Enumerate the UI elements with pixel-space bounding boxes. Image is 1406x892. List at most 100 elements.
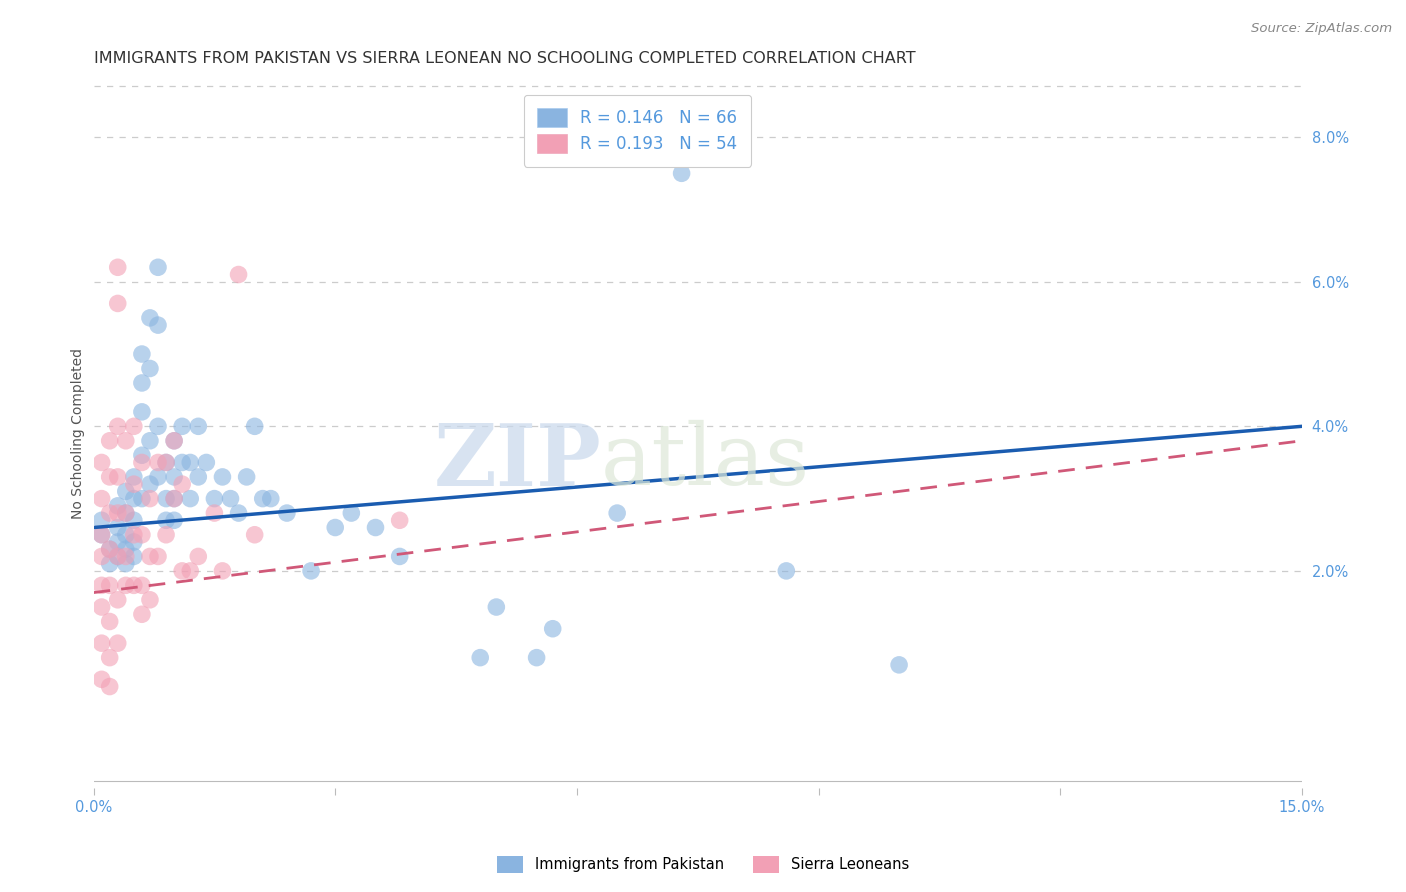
Point — [90, 491, 112, 506]
Point — [139, 361, 162, 376]
Point — [122, 527, 145, 541]
Point — [155, 455, 177, 469]
Point — [202, 491, 225, 506]
Point — [131, 527, 153, 541]
Point — [243, 419, 266, 434]
Point — [146, 260, 169, 275]
Point — [146, 470, 169, 484]
Point — [114, 549, 136, 564]
Point — [98, 506, 121, 520]
Point — [90, 600, 112, 615]
Point — [243, 527, 266, 541]
Point — [122, 535, 145, 549]
Point — [155, 513, 177, 527]
Point — [122, 549, 145, 564]
Point — [131, 405, 153, 419]
Point — [219, 491, 242, 506]
Point — [139, 491, 162, 506]
Point — [131, 578, 153, 592]
Point — [179, 455, 201, 469]
Point — [114, 484, 136, 499]
Point — [139, 310, 162, 325]
Point — [671, 166, 693, 180]
Y-axis label: No Schooling Completed: No Schooling Completed — [72, 348, 86, 519]
Point — [107, 549, 129, 564]
Point — [775, 564, 797, 578]
Point — [90, 527, 112, 541]
Point — [163, 434, 186, 448]
Point — [187, 419, 209, 434]
Text: atlas: atlas — [600, 420, 810, 503]
Legend: R = 0.146   N = 66, R = 0.193   N = 54: R = 0.146 N = 66, R = 0.193 N = 54 — [523, 95, 751, 167]
Point — [98, 650, 121, 665]
Point — [163, 491, 186, 506]
Point — [122, 477, 145, 491]
Point — [114, 542, 136, 557]
Point — [131, 607, 153, 622]
Point — [202, 506, 225, 520]
Point — [131, 455, 153, 469]
Point — [606, 506, 628, 520]
Point — [155, 527, 177, 541]
Text: ZIP: ZIP — [433, 420, 600, 504]
Point — [146, 455, 169, 469]
Point — [90, 455, 112, 469]
Legend: Immigrants from Pakistan, Sierra Leoneans: Immigrants from Pakistan, Sierra Leonean… — [489, 849, 917, 880]
Point — [122, 578, 145, 592]
Point — [526, 650, 548, 665]
Point — [131, 448, 153, 462]
Point — [107, 549, 129, 564]
Point — [114, 506, 136, 520]
Point — [98, 542, 121, 557]
Point — [122, 491, 145, 506]
Point — [299, 564, 322, 578]
Point — [98, 578, 121, 592]
Text: Source: ZipAtlas.com: Source: ZipAtlas.com — [1251, 22, 1392, 36]
Point — [90, 549, 112, 564]
Point — [388, 513, 411, 527]
Point — [179, 491, 201, 506]
Point — [260, 491, 283, 506]
Point — [114, 527, 136, 541]
Point — [90, 636, 112, 650]
Point — [131, 347, 153, 361]
Point — [163, 491, 186, 506]
Point — [187, 470, 209, 484]
Point — [98, 542, 121, 557]
Point — [146, 419, 169, 434]
Point — [114, 506, 136, 520]
Point — [146, 318, 169, 332]
Point — [107, 592, 129, 607]
Point — [107, 535, 129, 549]
Point — [90, 673, 112, 687]
Point — [139, 477, 162, 491]
Point — [364, 520, 387, 534]
Point — [90, 578, 112, 592]
Point — [485, 600, 508, 615]
Point — [172, 419, 194, 434]
Point — [146, 549, 169, 564]
Point — [131, 376, 153, 390]
Point — [139, 592, 162, 607]
Point — [98, 434, 121, 448]
Point — [195, 455, 218, 469]
Point — [163, 470, 186, 484]
Point — [163, 434, 186, 448]
Point — [90, 527, 112, 541]
Point — [172, 477, 194, 491]
Point — [541, 622, 564, 636]
Point — [114, 434, 136, 448]
Point — [172, 455, 194, 469]
Point — [470, 650, 492, 665]
Point — [98, 615, 121, 629]
Point — [211, 470, 233, 484]
Point — [172, 564, 194, 578]
Point — [98, 470, 121, 484]
Point — [98, 557, 121, 571]
Point — [139, 549, 162, 564]
Point — [90, 513, 112, 527]
Point — [228, 506, 250, 520]
Point — [228, 268, 250, 282]
Point — [122, 513, 145, 527]
Point — [107, 506, 129, 520]
